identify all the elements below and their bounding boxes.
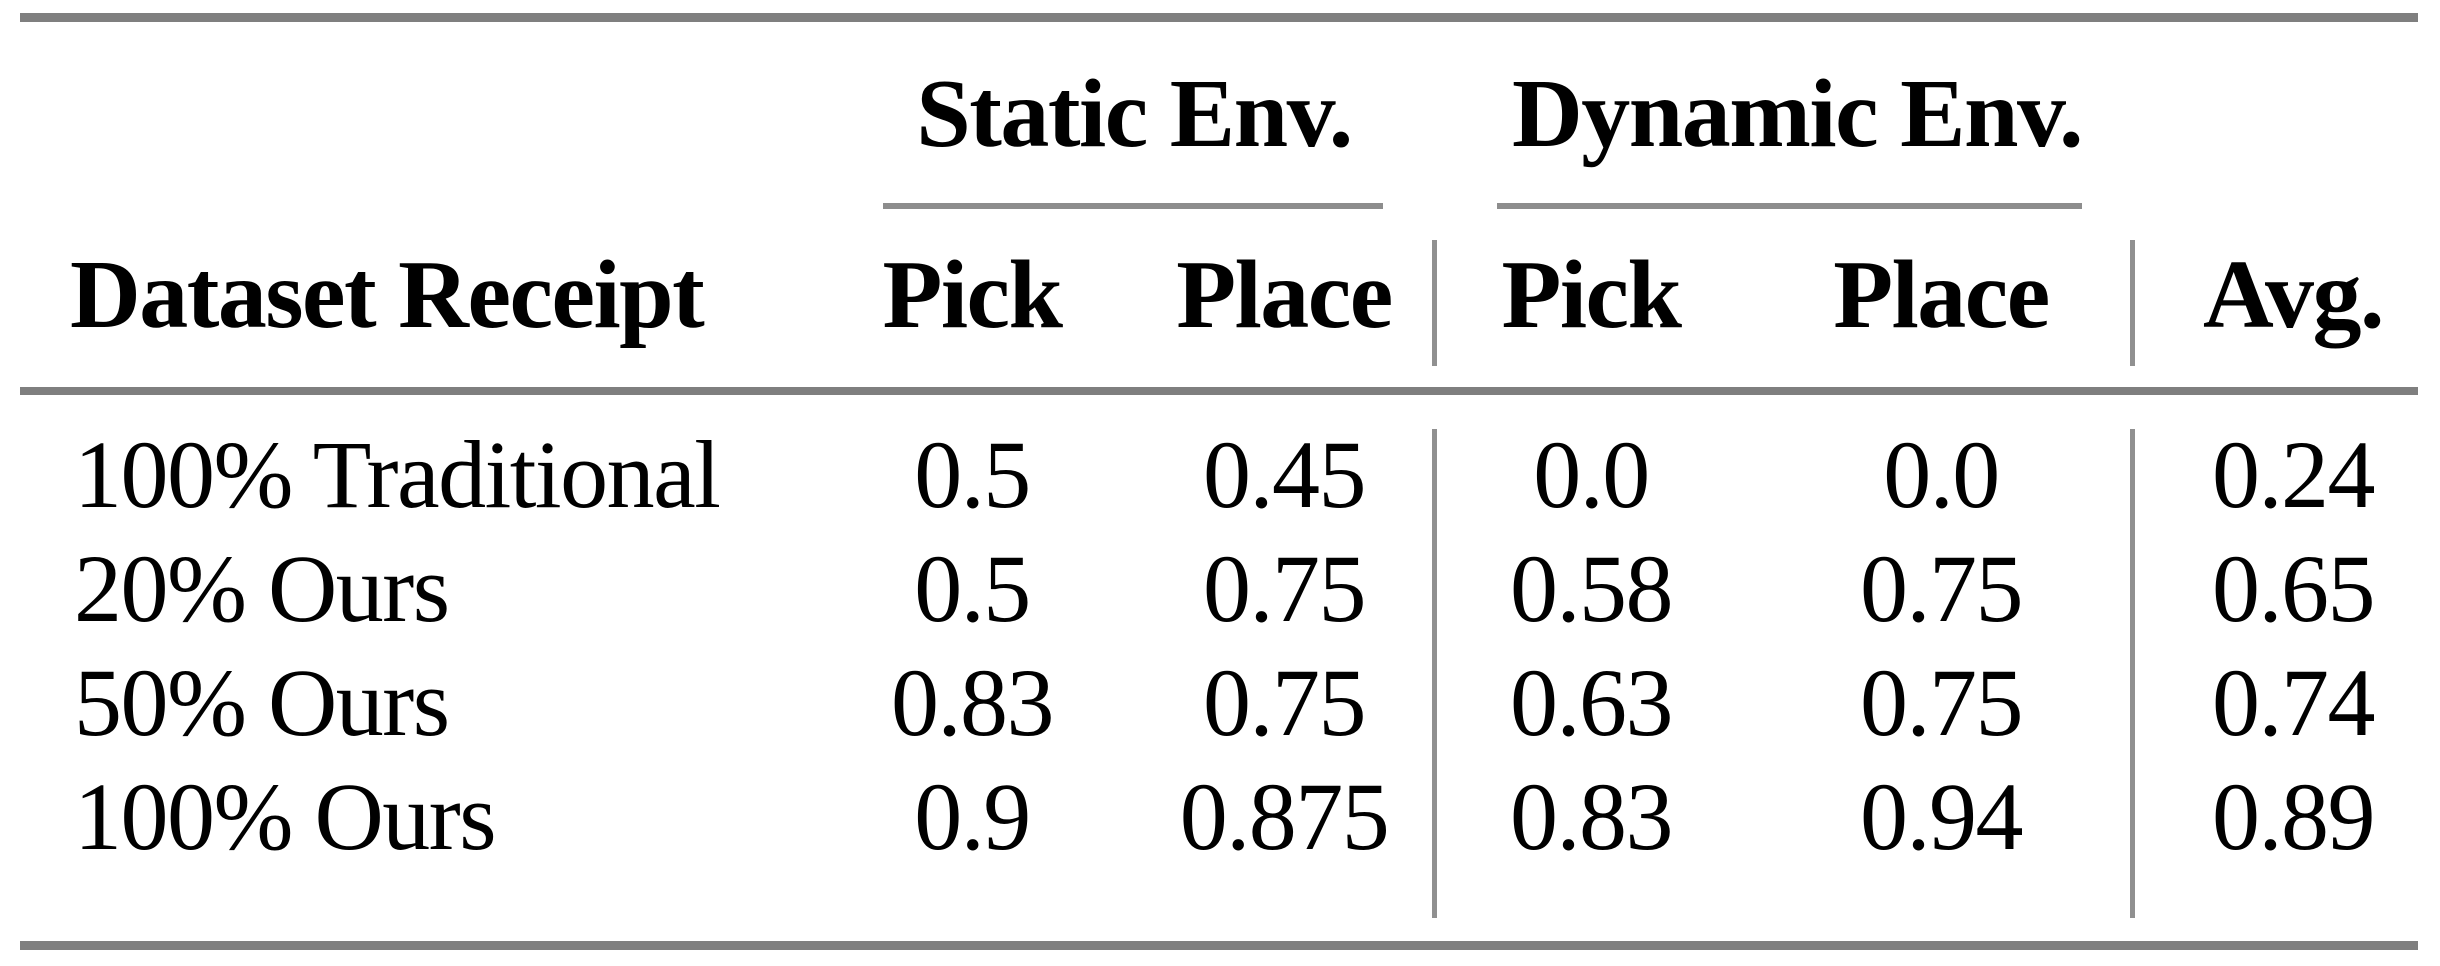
cell-dynamic-place: 0.75 bbox=[1860, 649, 2024, 756]
row-label: 100% Traditional bbox=[74, 421, 721, 528]
cell-dynamic-pick: 0.63 bbox=[1510, 649, 1674, 756]
dynamic-env-underline bbox=[1497, 203, 2082, 209]
body-vertical-separator-2 bbox=[2130, 429, 2135, 918]
table-top-rule bbox=[20, 13, 2418, 22]
cell-dynamic-place: 0.94 bbox=[1860, 763, 2024, 870]
cell-static-pick: 0.5 bbox=[914, 421, 1031, 528]
row-label: 20% Ours bbox=[74, 535, 450, 642]
table-row: 100% Traditional 0.5 0.45 0.0 0.0 0.24 bbox=[0, 427, 2440, 537]
static-env-underline bbox=[883, 203, 1383, 209]
cell-static-pick: 0.9 bbox=[914, 763, 1031, 870]
cell-avg: 0.74 bbox=[2212, 649, 2376, 756]
row-label: 100% Ours bbox=[74, 763, 497, 870]
header-dataset-receipt: Dataset Receipt bbox=[70, 241, 705, 349]
table-row: 100% Ours 0.9 0.875 0.83 0.94 0.89 bbox=[0, 769, 2440, 879]
row-label: 50% Ours bbox=[74, 649, 450, 756]
cell-static-pick: 0.83 bbox=[891, 649, 1055, 756]
body-vertical-separator-1 bbox=[1432, 429, 1437, 918]
cell-dynamic-pick: 0.58 bbox=[1510, 535, 1674, 642]
header-static-pick: Pick bbox=[882, 241, 1063, 349]
cell-avg: 0.24 bbox=[2212, 421, 2376, 528]
table-bottom-rule bbox=[20, 941, 2418, 950]
header-dynamic-pick: Pick bbox=[1501, 241, 1682, 349]
cell-dynamic-pick: 0.83 bbox=[1510, 763, 1674, 870]
cell-dynamic-place: 0.75 bbox=[1860, 535, 2024, 642]
header-dynamic-place: Place bbox=[1833, 241, 2050, 349]
cell-static-pick: 0.5 bbox=[914, 535, 1031, 642]
column-group-static-env: Static Env. bbox=[916, 60, 1353, 168]
cell-dynamic-pick: 0.0 bbox=[1533, 421, 1650, 528]
cell-avg: 0.65 bbox=[2212, 535, 2376, 642]
cell-avg: 0.89 bbox=[2212, 763, 2376, 870]
cell-static-place: 0.875 bbox=[1179, 763, 1390, 870]
table-row: 20% Ours 0.5 0.75 0.58 0.75 0.65 bbox=[0, 541, 2440, 651]
table-header-rule bbox=[20, 387, 2418, 395]
table-row: 50% Ours 0.83 0.75 0.63 0.75 0.74 bbox=[0, 655, 2440, 765]
cell-static-place: 0.45 bbox=[1203, 421, 1367, 528]
cell-static-place: 0.75 bbox=[1203, 535, 1367, 642]
column-group-dynamic-env: Dynamic Env. bbox=[1511, 60, 2084, 168]
cell-static-place: 0.75 bbox=[1203, 649, 1367, 756]
header-vertical-separator-1 bbox=[1432, 240, 1437, 366]
header-avg: Avg. bbox=[2203, 241, 2385, 349]
cell-dynamic-place: 0.0 bbox=[1883, 421, 2000, 528]
header-vertical-separator-2 bbox=[2130, 240, 2135, 366]
header-static-place: Place bbox=[1176, 241, 1393, 349]
